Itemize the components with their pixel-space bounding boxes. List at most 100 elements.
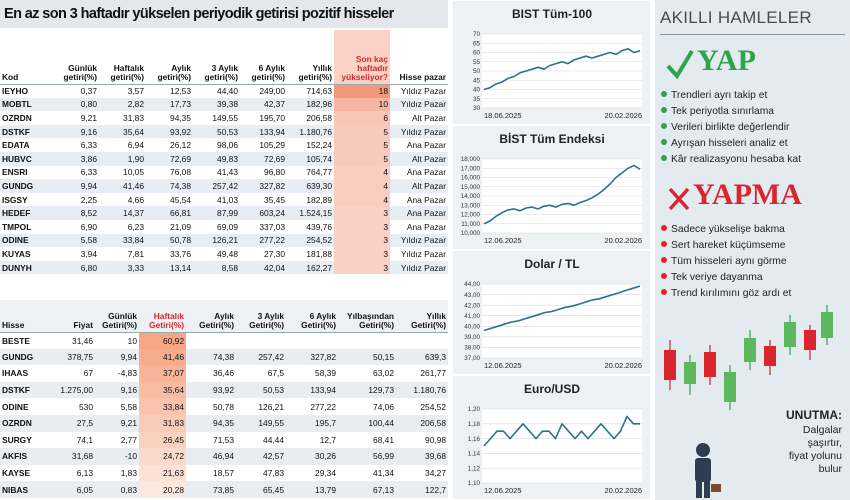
table-cell: Yıldız Pazar [390, 124, 448, 139]
header-row: Hisse Fiyat Günlük Getiri(%) Haftalık Getir… [0, 300, 448, 333]
table-cell: 42,37 [240, 97, 287, 112]
table-row: IHAAS 67 -4,83 37,07 36,46 67,5 58,39 63,02 261,… [0, 365, 448, 382]
table-cell: ISGSY [2, 194, 28, 205]
table-cell: 277,22 [310, 401, 336, 412]
table-cell: 10 [334, 97, 390, 112]
y-tick-label: 1,20 [468, 406, 481, 413]
table-cell: 56,99 [338, 448, 396, 465]
table-cell: 3,94 [80, 248, 97, 259]
note-text: Dalgalar şaşırtır, fiyat yolunu bulur [789, 424, 842, 476]
column-header: 6 Aylık getiri(%) [240, 30, 287, 85]
column-header: 3 Aylık getiri(%) [193, 30, 240, 85]
table-cell: 603,24 [240, 206, 287, 220]
table-cell: 14,37 [99, 206, 146, 220]
table-cell: 30,26 [286, 448, 338, 465]
column-header: Haftalık getiri(%) [99, 30, 146, 85]
rising-stocks-table: Kod Günlük getiri(%) Haftalık getiri(%) Ayl… [0, 30, 448, 275]
table-cell: 439,76 [306, 221, 332, 232]
note-line: fiyat yolunu [788, 450, 842, 462]
table-cell: IEYHO [2, 86, 29, 97]
table-cell: AKFIS [0, 448, 45, 465]
table-row: SURGY 74,1 2,77 26,45 71,53 44,44 12,7 68,41 90,… [0, 431, 448, 449]
x-tick-label: 20.02.2026 [604, 361, 642, 370]
y-tick-label: 40 [473, 87, 481, 94]
table-cell: 152,24 [306, 140, 332, 151]
table-cell: 50,78 [146, 233, 193, 248]
table-cell: IHAAS [2, 368, 29, 379]
table-cell: 1.180,76 [396, 381, 448, 399]
table-cell: 714,63 [306, 86, 332, 97]
x-tick-label: 12.06.2025 [484, 361, 522, 370]
table-cell: 17,73 [146, 97, 193, 112]
table-cell: DSTKF [0, 381, 45, 399]
table-cell: 67 [83, 368, 93, 379]
table-cell: 12,7 [319, 434, 336, 445]
table-cell: Yıldız Pazar [390, 233, 448, 248]
y-tick-label: 42,00 [464, 302, 480, 309]
table-cell: 337,03 [259, 221, 285, 232]
table-cell: 96,80 [264, 167, 285, 178]
table-cell: 3 [334, 233, 390, 248]
smart-moves-panel: AKILLI HAMLELER YAP Trendleri ayrı takip… [655, 0, 850, 500]
table-row: HUBVC 3,86 1,90 72,69 49,83 72,69 105,74 5 Alt P… [0, 151, 448, 166]
column-header: 6 Aylık Getiri(%) [286, 300, 338, 333]
table-row: DSTKF 9,16 35,64 93,92 50,53 133,94 1.180,76 5 Y… [0, 124, 448, 139]
table-cell: 31,83 [123, 112, 144, 123]
do-title: YAP [697, 44, 756, 77]
table-cell: 3 [334, 260, 390, 275]
table-cell: 90,98 [425, 434, 446, 445]
table-cell: 46,94 [186, 448, 236, 465]
x-tick-label: 12.06.2025 [484, 236, 522, 245]
table-cell: 5 [334, 138, 390, 152]
y-tick-label: 39,00 [464, 334, 480, 341]
y-tick-label: 15,000 [461, 184, 481, 191]
column-header: Kod [0, 30, 52, 85]
table-cell: 0,80 [52, 97, 99, 112]
y-tick-label: 1,16 [468, 436, 481, 443]
table-cell: 1.180,76 [287, 124, 334, 139]
table-cell: 71,53 [213, 434, 234, 445]
table-row: ODINE 5,58 33,84 50,78 126,21 277,22 254,52 3 Yı… [0, 233, 448, 248]
table-cell: 31,68 [45, 448, 95, 465]
table-cell: 6,80 [52, 260, 99, 275]
table-cell: 21,63 [139, 464, 186, 482]
table-row: BESTE 31,46 10 60,92 [0, 332, 448, 349]
table-cell: 50,53 [236, 381, 286, 399]
panel-title: AKILLI HAMLELER [660, 8, 812, 27]
table-cell: 1,90 [99, 151, 146, 166]
x-tick-label: 20.02.2026 [604, 486, 642, 495]
table-cell: 5 [334, 151, 390, 166]
table-cell: 36,46 [213, 368, 234, 379]
table-cell: 4 [334, 165, 390, 180]
x-icon [668, 187, 690, 211]
table-cell: 6,90 [80, 221, 97, 232]
y-tick-label: 60 [473, 50, 481, 57]
chart-title: Dolar / TL [524, 257, 579, 271]
table-title: En az son 3 haftadır yükselen periyodik … [0, 0, 448, 28]
table-cell: 35,64 [139, 381, 186, 399]
table-cell: 182,89 [306, 194, 332, 205]
table-cell: 58,39 [315, 368, 336, 379]
table-cell: 33,84 [139, 398, 186, 415]
y-tick-label: 11,000 [461, 221, 480, 228]
table-cell: 257,42 [236, 348, 286, 366]
table-cell: 66,81 [146, 206, 193, 220]
table-cell: 149,55 [212, 112, 238, 123]
list-item: Verileri birlikte değerlendir [661, 120, 801, 136]
table-cell: 42,57 [236, 448, 286, 465]
table-cell: KUYAS [2, 248, 31, 259]
table-cell: 65,45 [236, 481, 286, 498]
list-item: Tüm hisseleri aynı görme [661, 254, 791, 270]
table-cell: HUBVC [0, 151, 52, 166]
table-cell: 261,77 [420, 368, 446, 379]
table-cell: 4 [334, 192, 390, 207]
table-cell: DUNYH [0, 260, 52, 275]
table-cell: 3,86 [52, 151, 99, 166]
table-cell: ODINE [0, 233, 52, 248]
x-tick-label: 20.02.2026 [604, 236, 642, 245]
y-tick-label: 65 [473, 40, 481, 47]
y-tick-label: 12,000 [461, 212, 481, 219]
table-cell: ENSRI [2, 167, 28, 178]
table-cell: 50,15 [338, 348, 396, 366]
table-cell: 105,29 [259, 140, 285, 151]
